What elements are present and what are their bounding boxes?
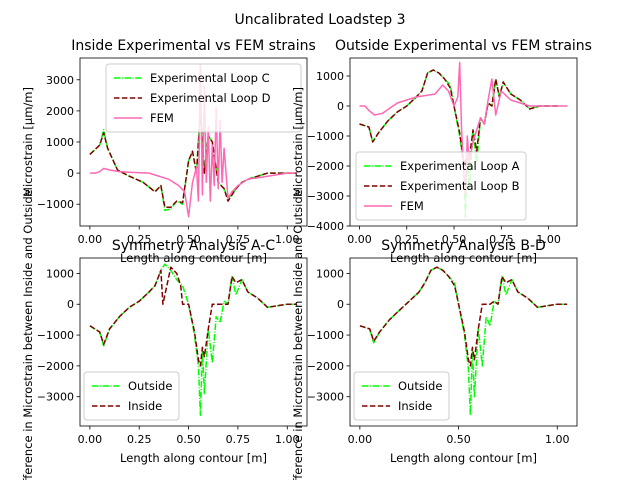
y-tick-label: −2000 [37, 360, 74, 373]
y-tick-label: 0 [337, 298, 344, 311]
chart-inside-experimental-vs-fem: 0.00 0.25 0.50 0.75 1.00 −1000 0 1000 2000 3000 In… [21, 38, 316, 265]
y-axis-label: Difference in Microstrain between Inside… [21, 189, 35, 480]
x-tick-label: 0.00 [347, 233, 372, 246]
y-tick-label: 1000 [316, 267, 344, 280]
y-tick-label: 2000 [46, 105, 74, 118]
axes-frame [349, 257, 578, 427]
legend-entry: FEM [150, 111, 174, 125]
chart-outside-experimental-vs-fem: 0.00 0.25 0.50 0.75 1.00 −4000 −3000 −2000 −1000… [291, 38, 592, 265]
y-tick-label: −1000 [307, 130, 344, 143]
y-tick-label: 1000 [46, 136, 74, 149]
legend-entry: Experimental Loop B [400, 179, 520, 193]
x-tick-label: 0.75 [489, 233, 514, 246]
x-tick-label: 1.00 [275, 433, 300, 446]
x-tick-label: 0.75 [226, 233, 251, 246]
x-axis-label: Length along contour [m] [120, 451, 267, 465]
legend-entry: FEM [400, 199, 424, 213]
legend-entry: Experimental Loop A [400, 159, 520, 173]
x-tick-label: 0.50 [446, 433, 471, 446]
x-tick-label: 0.25 [127, 433, 152, 446]
axes-frame [349, 57, 578, 227]
series-line-inside [89, 266, 298, 367]
y-tick-label: −1000 [37, 329, 74, 342]
y-tick-label: 1000 [316, 70, 344, 83]
figure-title: Uncalibrated Loadstep 3 [234, 12, 405, 28]
axes-frame [79, 257, 308, 427]
x-tick-label: 1.00 [275, 233, 300, 246]
x-tick-label: 0.00 [78, 233, 103, 246]
y-tick-label: −2000 [307, 160, 344, 173]
y-tick-label: −1000 [37, 198, 74, 211]
y-tick-label: 0 [67, 167, 74, 180]
y-tick-label: 0 [337, 100, 344, 113]
legend-entry: Outside [398, 379, 442, 393]
y-tick-label: 0 [67, 298, 74, 311]
x-tick-label: 0.25 [395, 233, 420, 246]
x-tick-label: 1.00 [545, 433, 570, 446]
legend-entry: Outside [128, 379, 172, 393]
series-line-experimental-loop-b [359, 69, 559, 167]
y-tick-label: −2000 [307, 360, 344, 373]
x-axis-label: Length along contour [m] [390, 451, 537, 465]
legend-entry: Inside [128, 399, 162, 413]
x-tick-label: 0.00 [78, 433, 103, 446]
y-tick-label: 3000 [46, 74, 74, 87]
series-line-outside [359, 266, 568, 416]
y-tick-label: 1000 [46, 267, 74, 280]
y-axis-label: Difference in Microstrain between Inside… [291, 189, 305, 480]
chart-title: Outside Experimental vs FEM strains [335, 38, 592, 54]
y-axis-label: Microstrain [μm/m] [291, 87, 305, 197]
x-tick-label: 0.50 [442, 233, 467, 246]
y-tick-label: −3000 [307, 391, 344, 404]
legend-entry: Experimental Loop D [150, 91, 271, 105]
legend-box [83, 371, 180, 421]
series-line-inside [359, 266, 568, 367]
legend-entry: Experimental Loop C [150, 71, 270, 85]
x-tick-label: 0.50 [176, 233, 201, 246]
chart-symmetry-analysis-b-d: 0.00 0.50 1.00 −3000 −2000 −1000 0 1000 Symmetry… [291, 189, 578, 480]
y-tick-label: −3000 [37, 391, 74, 404]
series-line-experimental-loop-d [89, 110, 298, 209]
x-tick-label: 0.25 [127, 233, 152, 246]
y-tick-label: −3000 [307, 190, 344, 203]
x-tick-label: 1.00 [536, 233, 561, 246]
y-tick-label: −4000 [307, 220, 344, 233]
x-tick-label: 0.00 [348, 433, 373, 446]
y-tick-label: −1000 [307, 329, 344, 342]
x-tick-label: 0.75 [226, 433, 251, 446]
legend-box [353, 371, 450, 421]
y-axis-label: Microstrain [μm/m] [21, 87, 35, 197]
chart-symmetry-analysis-a-c: 0.00 0.25 0.50 0.75 1.00 −3000 −2000 −1000 0 1000… [21, 189, 308, 480]
x-tick-label: 0.50 [176, 433, 201, 446]
chart-title: Inside Experimental vs FEM strains [71, 38, 316, 54]
legend-entry: Inside [398, 399, 432, 413]
legend-box [105, 63, 302, 133]
chart-title: Symmetry Analysis B-D [381, 238, 546, 254]
chart-title: Symmetry Analysis A-C [112, 238, 275, 254]
legend-box [355, 151, 527, 221]
